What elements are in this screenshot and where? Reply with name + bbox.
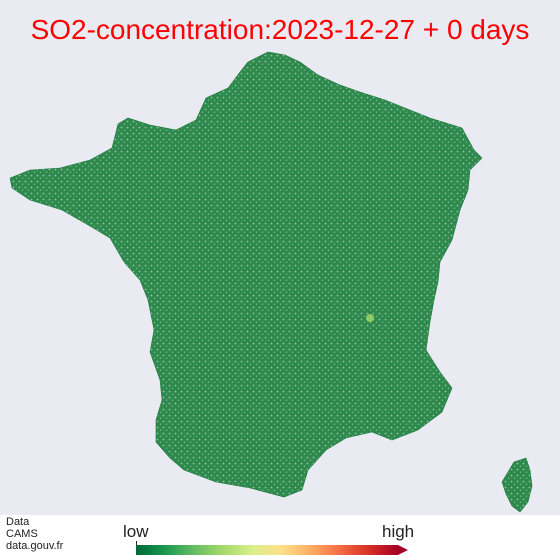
source-line: data.gouv.fr xyxy=(6,540,64,552)
map-plot-area: SO2-concentration:2023-12-27 + 0 days xyxy=(0,0,560,515)
hotspot-marker xyxy=(366,314,374,322)
colorbar xyxy=(136,545,398,555)
colorbar-extend-arrow xyxy=(398,545,408,555)
data-source-note: Data CAMS data.gouv.fr xyxy=(6,516,63,552)
source-line: Data xyxy=(6,516,30,528)
colorbar-low-label: low xyxy=(123,522,149,541)
map-title: SO2-concentration:2023-12-27 + 0 days xyxy=(30,14,530,45)
source-line: CAMS xyxy=(6,528,38,540)
corsica-shape xyxy=(501,457,533,513)
france-map xyxy=(9,51,533,513)
colorbar-high-label: high xyxy=(382,522,415,541)
mainland-france-shape xyxy=(9,51,483,498)
colorbar-tick xyxy=(136,541,137,545)
